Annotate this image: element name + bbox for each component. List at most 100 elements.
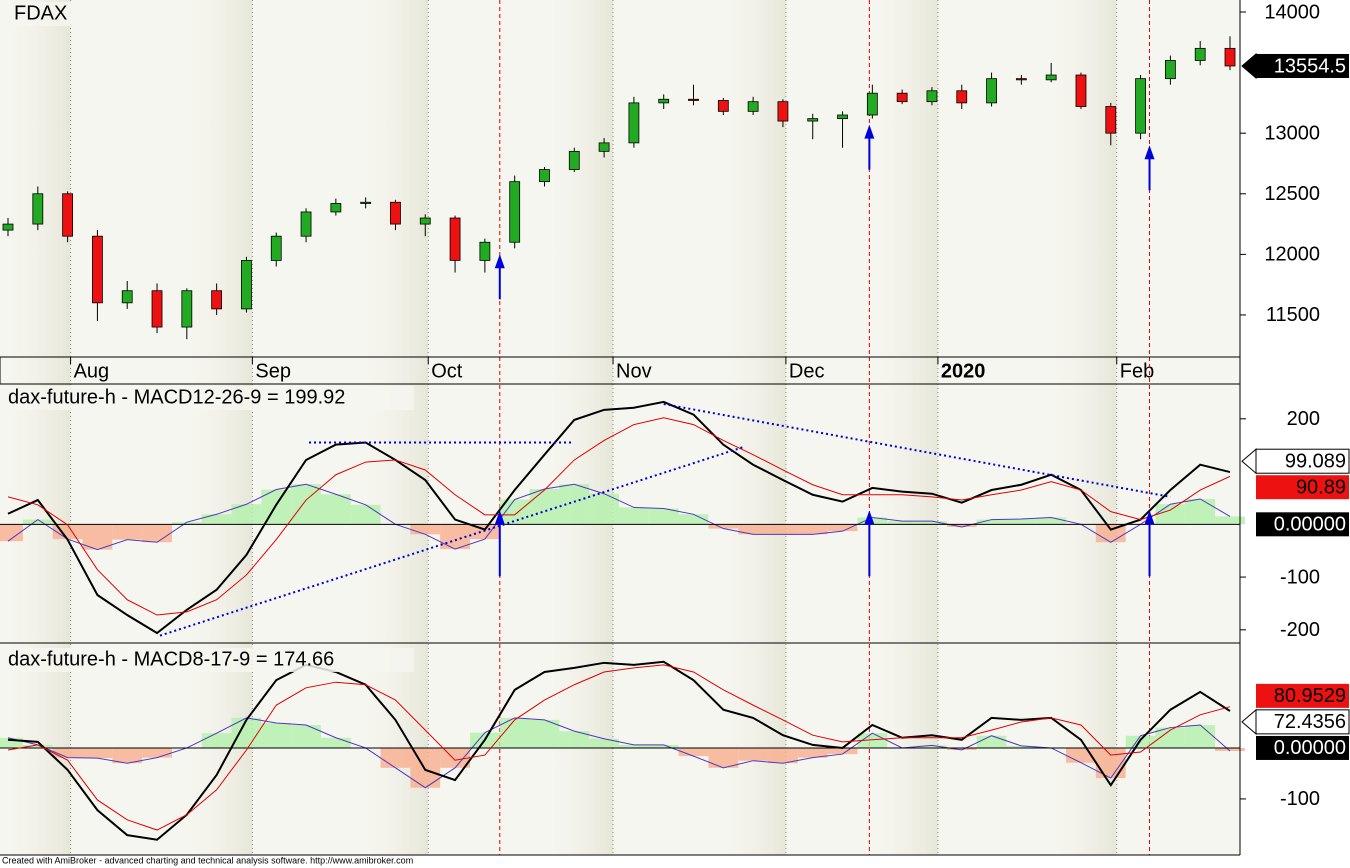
- histogram-bar: [171, 522, 202, 525]
- histogram-bar: [231, 717, 262, 748]
- candle-body: [717, 100, 729, 112]
- y-tick-label: 11500: [1266, 304, 1320, 326]
- pane-title-bg: [4, 648, 414, 672]
- macd-line: [7, 417, 1231, 616]
- candle-body: [92, 235, 103, 304]
- macd-line: [7, 660, 1231, 841]
- histogram-bar: [648, 744, 679, 748]
- histogram-bar: [82, 747, 113, 759]
- histogram-bar: [768, 524, 798, 535]
- y-tick-label: 200: [1287, 408, 1320, 430]
- candle-body: [300, 211, 312, 237]
- histogram-bar: [619, 507, 649, 525]
- histogram-bar: [142, 747, 172, 758]
- signal-arrow: [1144, 510, 1155, 577]
- histogram-bar: [261, 722, 292, 748]
- histogram-bar: [410, 524, 441, 535]
- y-tick-label: -100: [1280, 566, 1320, 588]
- value-label-text: 0.00000: [1274, 737, 1346, 759]
- histogram-bar: [231, 504, 262, 525]
- histogram-bar: [827, 747, 858, 755]
- candle-body: [241, 260, 252, 310]
- histogram-bar: [738, 524, 769, 535]
- histogram-bar: [946, 524, 977, 527]
- candle-body: [479, 241, 491, 261]
- candle-body: [270, 235, 282, 261]
- candle-body: [330, 203, 342, 213]
- value-label-box: [1256, 512, 1349, 537]
- histogram-bar: [201, 514, 232, 525]
- pane-title: FDAX: [14, 2, 67, 24]
- candle-body: [807, 118, 819, 122]
- value-label: 90.89: [1256, 475, 1349, 500]
- signal-arrow-head: [1144, 510, 1155, 525]
- value-label: 72.4356: [1241, 708, 1350, 735]
- value-label: 0.00000: [1256, 735, 1349, 760]
- histogram-bar: [738, 747, 769, 761]
- y-tick-label: 12500: [1264, 183, 1320, 205]
- x-tick-label: Feb: [1120, 360, 1154, 382]
- trendline: [159, 445, 745, 637]
- value-label-box: [1256, 53, 1349, 78]
- x-tick-label: Oct: [431, 360, 463, 382]
- value-label: 99.089: [1241, 448, 1350, 475]
- histogram-bar: [142, 524, 172, 543]
- macd-line: [7, 664, 1231, 831]
- x-tick-label: Nov: [616, 360, 652, 382]
- histogram-outline: [7, 483, 1231, 551]
- pane-title: dax-future-h - MACD8-17-9 = 174.66: [8, 648, 334, 670]
- candle-body: [2, 223, 14, 231]
- value-label-text: 0.00000: [1274, 514, 1346, 536]
- histogram-bar: [0, 737, 23, 748]
- value-label-text: 13554.5: [1274, 55, 1346, 77]
- histogram-bar: [52, 747, 83, 758]
- candle-body: [390, 201, 401, 225]
- signal-arrow-head: [494, 510, 505, 525]
- candle-body: [688, 98, 699, 101]
- y-tick-label: 14000: [1264, 1, 1320, 23]
- histogram-bar: [887, 521, 918, 525]
- candle-body: [360, 201, 372, 204]
- signal-arrow: [864, 124, 875, 170]
- value-label: 80.9529: [1256, 683, 1349, 708]
- histogram-bar: [559, 731, 590, 748]
- histogram-bar: [1215, 747, 1245, 752]
- histogram-bar: [976, 735, 1007, 748]
- histogram-bar: [559, 484, 590, 525]
- month-shade: [867, 0, 938, 855]
- histogram-bar: [112, 747, 143, 764]
- histogram-bar: [529, 488, 560, 525]
- candle-body: [121, 290, 133, 304]
- histogram-bar: [708, 747, 739, 768]
- histogram-outline: [7, 717, 1231, 789]
- macd-line: [7, 400, 1231, 635]
- candle-body: [1105, 106, 1117, 134]
- histogram-bar: [797, 747, 828, 758]
- histogram-bar: [1125, 735, 1156, 748]
- histogram-bar: [112, 524, 143, 540]
- histogram-bar: [976, 519, 1007, 525]
- histogram-bar: [678, 747, 709, 757]
- histogram-bar: [320, 737, 351, 748]
- histogram-bar: [917, 745, 947, 748]
- candle-body: [568, 150, 580, 170]
- histogram-bar: [0, 524, 23, 542]
- histogram-bar: [1185, 498, 1216, 525]
- month-shade: [1046, 0, 1117, 855]
- candle-body: [628, 102, 640, 144]
- histogram-bar: [589, 738, 619, 748]
- candle-body: [777, 101, 789, 122]
- pane-title: dax-future-h - MACD12-26-9 = 199.92: [8, 386, 345, 408]
- histogram-bar: [1006, 519, 1037, 525]
- candle-body: [926, 90, 938, 103]
- candle-body: [658, 98, 670, 104]
- x-tick-label: Aug: [74, 360, 110, 382]
- candle-body: [1045, 74, 1057, 81]
- candle-body: [1075, 74, 1087, 107]
- value-label: 13554.5: [1241, 52, 1349, 80]
- candle-body: [837, 114, 848, 120]
- candle-body: [1224, 47, 1236, 67]
- value-label-box: [1255, 709, 1350, 735]
